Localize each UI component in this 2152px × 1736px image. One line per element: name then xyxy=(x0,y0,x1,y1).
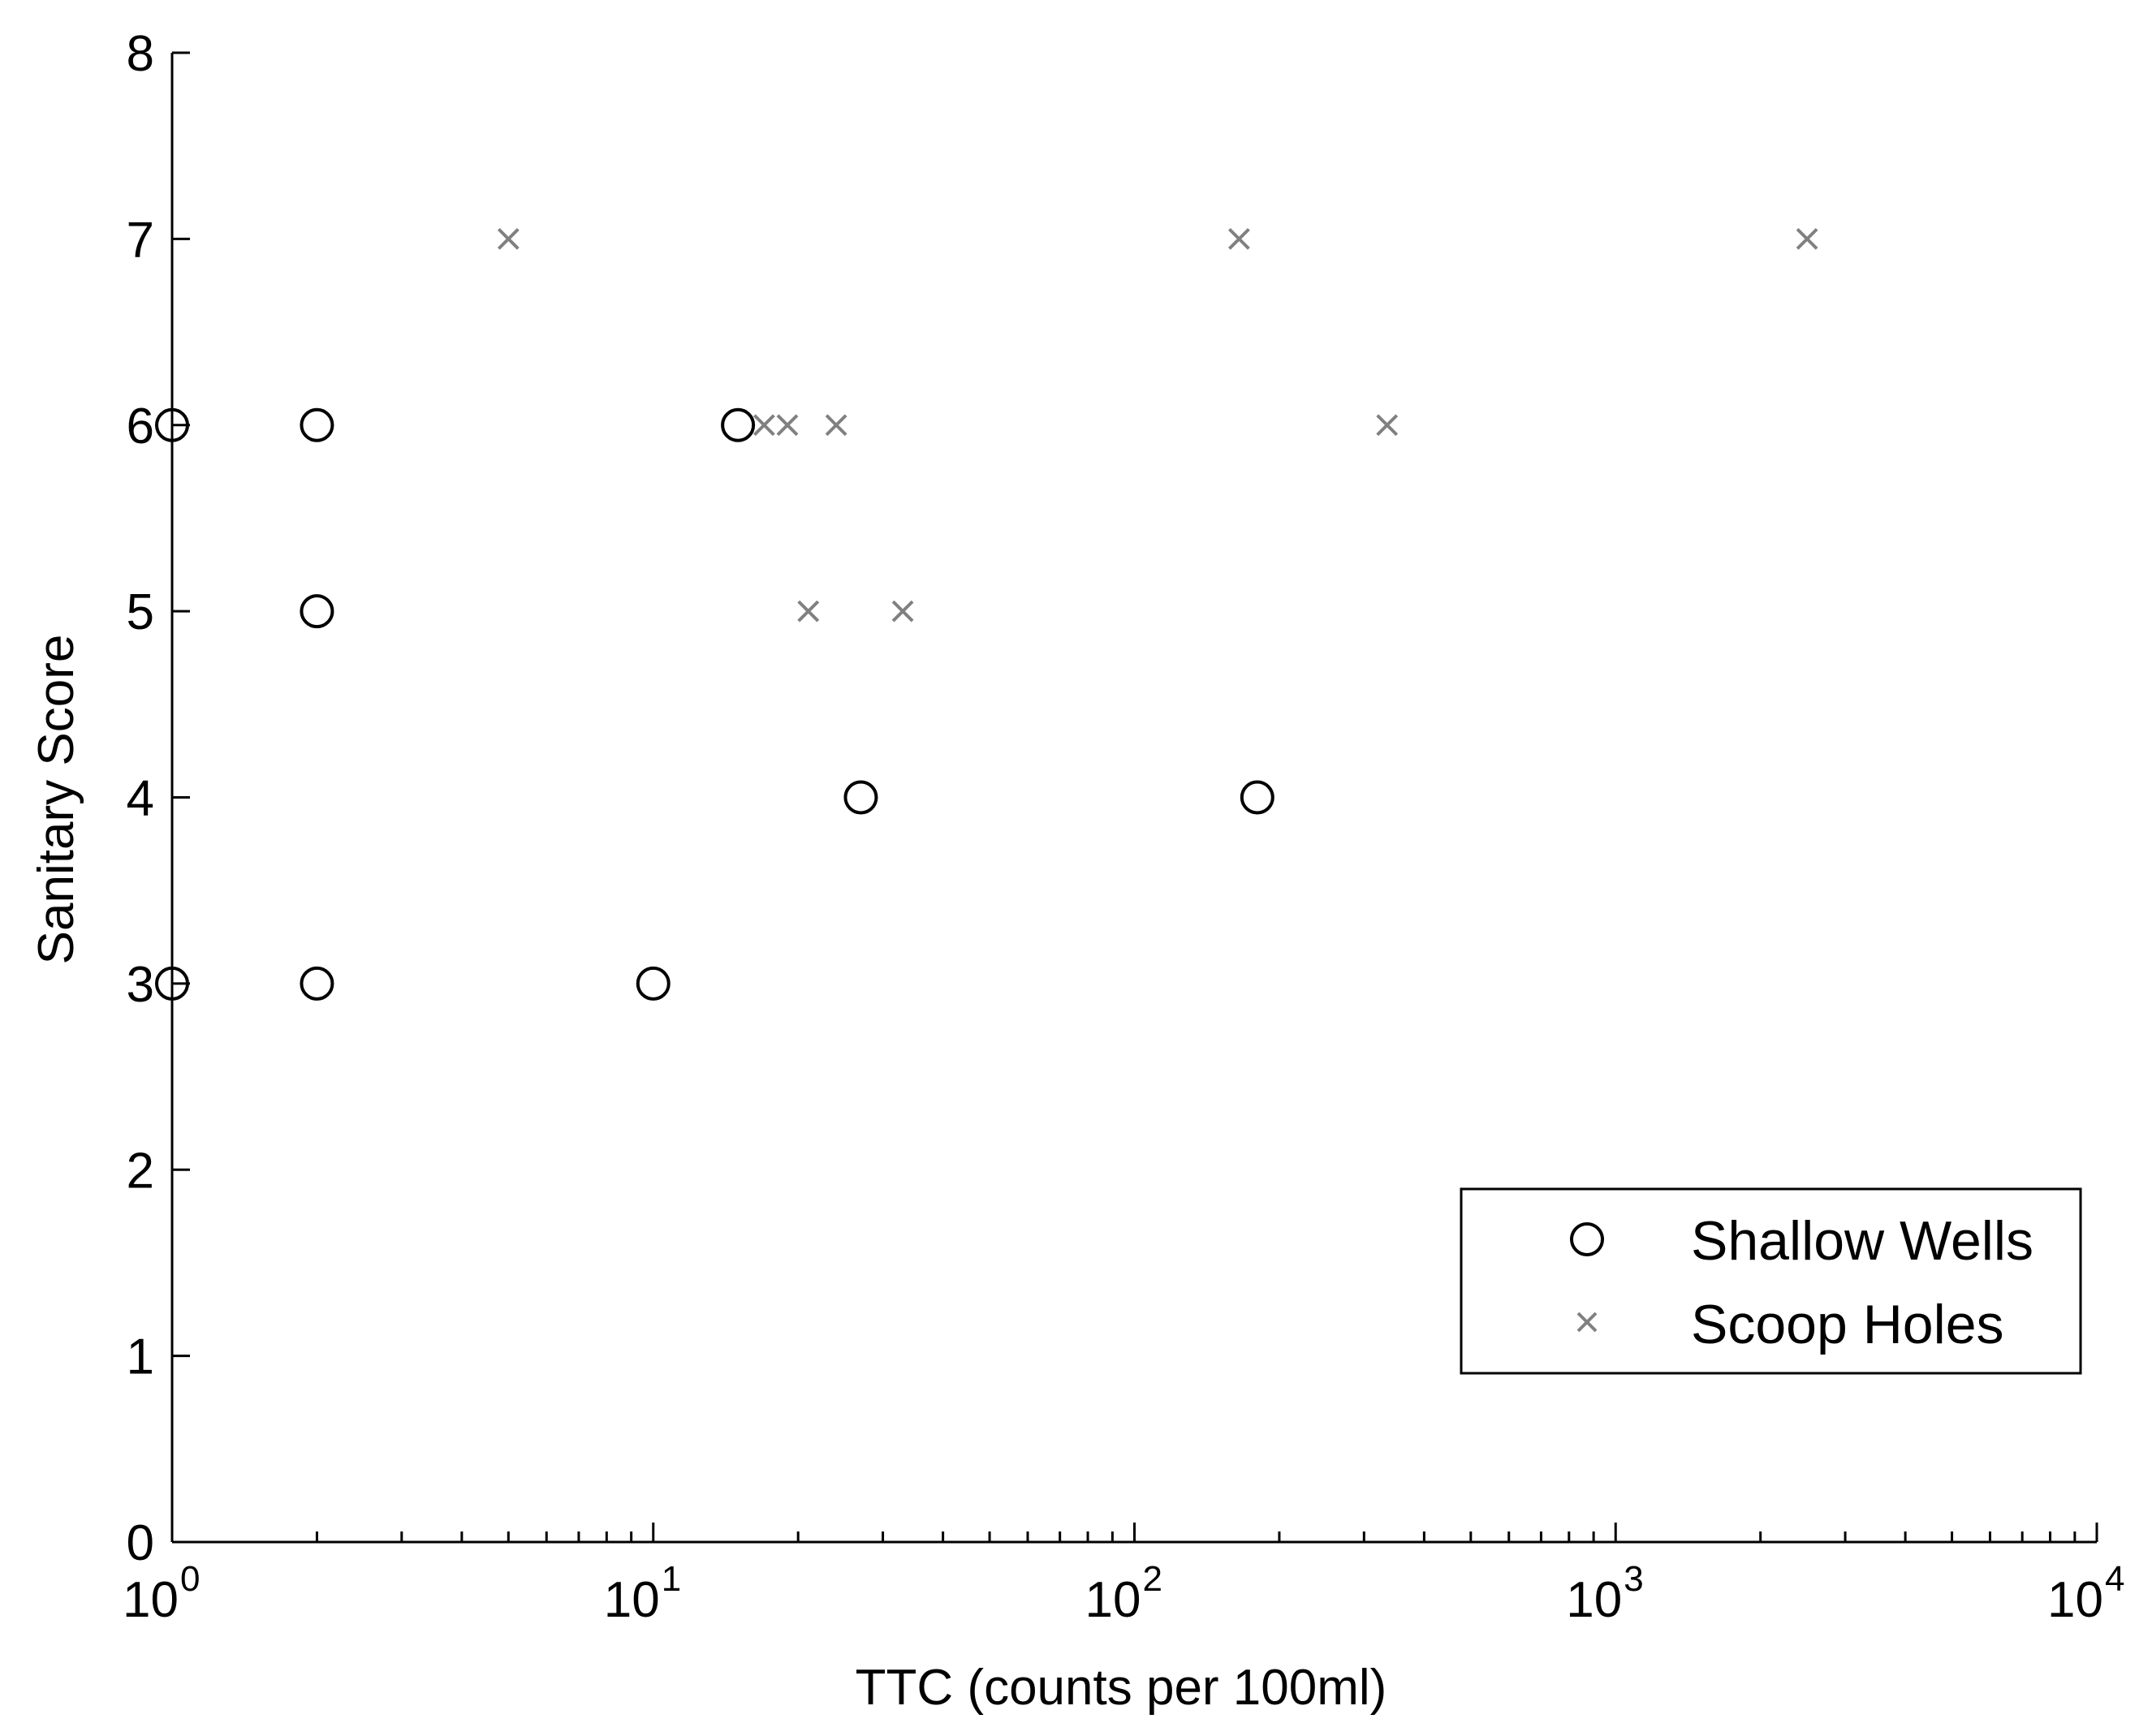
data-point-x xyxy=(497,227,520,250)
data-point-circle xyxy=(843,780,878,815)
data-point-x-stroke xyxy=(497,227,520,250)
data-point-x xyxy=(797,600,820,622)
y-tick-label: 8 xyxy=(127,26,154,82)
legend-label-scoop-holes: Scoop Holes xyxy=(1691,1294,2004,1355)
x-tick-label-exponent: 2 xyxy=(1143,1559,1162,1599)
series-shallow-wells xyxy=(155,407,1274,1001)
data-point-x-stroke xyxy=(1796,227,1818,250)
data-point-x xyxy=(1796,227,1818,250)
data-point-circle xyxy=(155,966,189,1001)
data-point-x xyxy=(1376,414,1399,437)
x-tick-label-base: 10 xyxy=(1566,1572,1622,1628)
legend-marker-scoop-holes xyxy=(1576,1312,1598,1333)
x-tick-label-exponent: 1 xyxy=(662,1559,681,1599)
data-point-x xyxy=(776,414,799,437)
data-point-circle xyxy=(1240,780,1274,815)
x-tick-label-base: 10 xyxy=(123,1572,179,1628)
x-tick-label-exponent: 4 xyxy=(2105,1559,2124,1599)
data-point-x-stroke xyxy=(1376,414,1399,437)
y-tick-label: 7 xyxy=(127,212,154,268)
data-point-circle xyxy=(300,407,334,442)
data-point-x-stroke xyxy=(776,414,799,437)
data-point-circle xyxy=(300,594,334,629)
y-tick-label: 4 xyxy=(127,771,154,827)
x-tick-label-base: 10 xyxy=(2047,1572,2103,1628)
data-point-x xyxy=(753,414,775,437)
data-marks xyxy=(155,227,1818,1001)
y-tick-label: 5 xyxy=(127,584,154,640)
data-point-x-stroke xyxy=(1227,227,1250,250)
data-point-x-stroke xyxy=(891,600,914,622)
y-tick-label: 6 xyxy=(127,398,154,454)
data-point-x xyxy=(891,600,914,622)
data-point-x-stroke xyxy=(825,414,847,437)
x-tick-label-exponent: 0 xyxy=(180,1559,200,1599)
x-tick-label-base: 10 xyxy=(1085,1572,1141,1628)
data-point-circle xyxy=(721,407,756,442)
x-tick-label-exponent: 3 xyxy=(1624,1559,1643,1599)
data-point-circle xyxy=(300,966,334,1001)
x-axis-title: TTC (counts per 100ml) xyxy=(856,1660,1387,1716)
legend-marker-shallow-wells xyxy=(1570,1222,1604,1256)
y-tick-label: 3 xyxy=(127,957,154,1013)
legend: Shallow Wells Scoop Holes xyxy=(1460,1187,2082,1375)
y-tick-label: 0 xyxy=(127,1515,154,1571)
legend-box xyxy=(1460,1187,2082,1375)
y-tick-label: 2 xyxy=(127,1143,154,1199)
data-point-x-stroke xyxy=(797,600,820,622)
data-point-x xyxy=(825,414,847,437)
data-point-circle xyxy=(155,407,189,442)
series-scoop-holes xyxy=(497,227,1818,622)
x-tick-label-base: 10 xyxy=(604,1572,660,1628)
y-tick-label: 1 xyxy=(127,1329,154,1385)
data-point-x xyxy=(1227,227,1250,250)
y-axis-title: Sanitary Score xyxy=(28,635,84,965)
legend-label-shallow-wells: Shallow Wells xyxy=(1691,1210,2033,1272)
data-point-x-stroke xyxy=(753,414,775,437)
data-point-circle xyxy=(636,966,671,1001)
